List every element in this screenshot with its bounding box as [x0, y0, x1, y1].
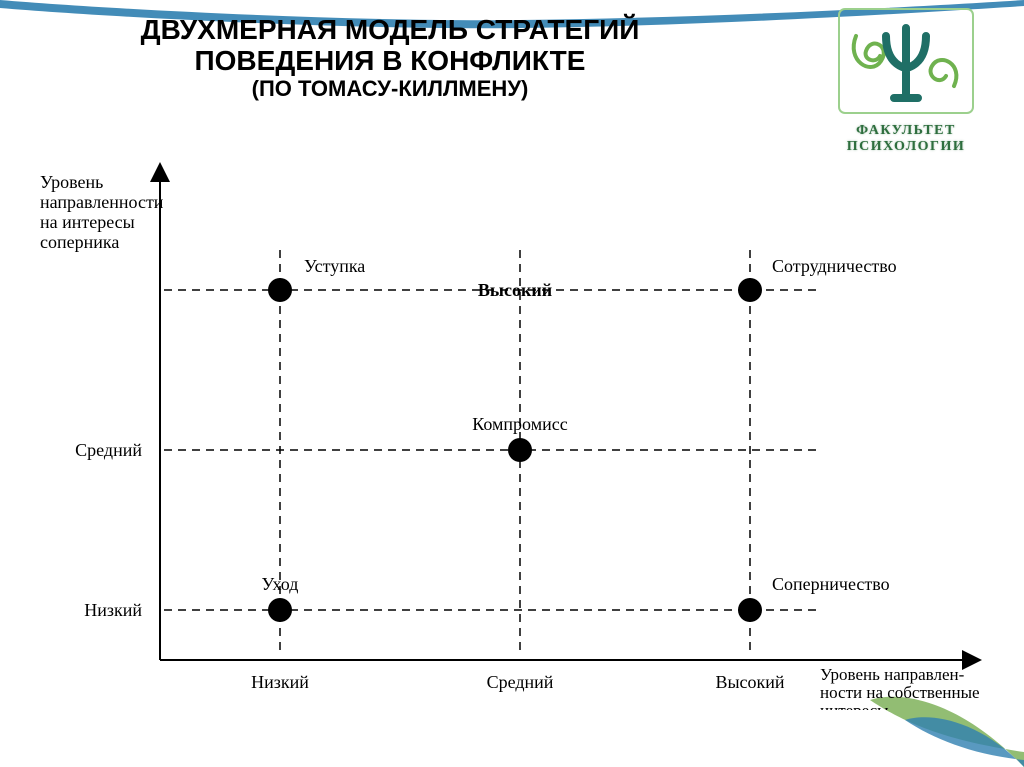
slide-title: ДВУХМЕРНАЯ МОДЕЛЬ СТРАТЕГИЙ ПОВЕДЕНИЯ В …: [70, 14, 710, 101]
title-line-3: (ПО ТОМАСУ-КИЛЛМЕНУ): [70, 77, 710, 102]
strategy-label: Соперничество: [772, 574, 890, 594]
psi-logo-icon: [836, 6, 976, 116]
strategy-label: Компромисс: [472, 414, 567, 434]
thomas-kilmann-chart: Уровеньнаправленностина интересысоперник…: [30, 150, 994, 730]
high-level-label: Высокий: [478, 280, 552, 300]
x-axis-title: Уровень направлен-ности на собственныеин…: [820, 665, 980, 710]
strategy-point: [268, 598, 292, 622]
y-axis-title: Уровеньнаправленностина интересысоперник…: [40, 172, 164, 252]
title-line-1: ДВУХМЕРНАЯ МОДЕЛЬ СТРАТЕГИЙ: [70, 14, 710, 45]
strategy-label: Сотрудничество: [772, 256, 897, 276]
strategy-point: [268, 278, 292, 302]
y-tick-label: Средний: [75, 440, 142, 460]
x-tick-label: Низкий: [251, 672, 309, 692]
y-tick-label: Низкий: [84, 600, 142, 620]
strategy-label: Уступка: [304, 256, 365, 276]
x-tick-label: Средний: [487, 672, 554, 692]
strategy-point: [508, 438, 532, 462]
x-tick-label: Высокий: [715, 672, 784, 692]
faculty-logo: ФАКУЛЬТЕТ ПСИХОЛОГИИ: [806, 6, 1006, 155]
strategy-point: [738, 278, 762, 302]
chart-svg: Уровеньнаправленностина интересысоперник…: [30, 150, 994, 710]
slide: ДВУХМЕРНАЯ МОДЕЛЬ СТРАТЕГИЙ ПОВЕДЕНИЯ В …: [0, 0, 1024, 767]
strategy-point: [738, 598, 762, 622]
strategy-label: Уход: [262, 574, 299, 594]
title-line-2: ПОВЕДЕНИЯ В КОНФЛИКТЕ: [70, 45, 710, 76]
